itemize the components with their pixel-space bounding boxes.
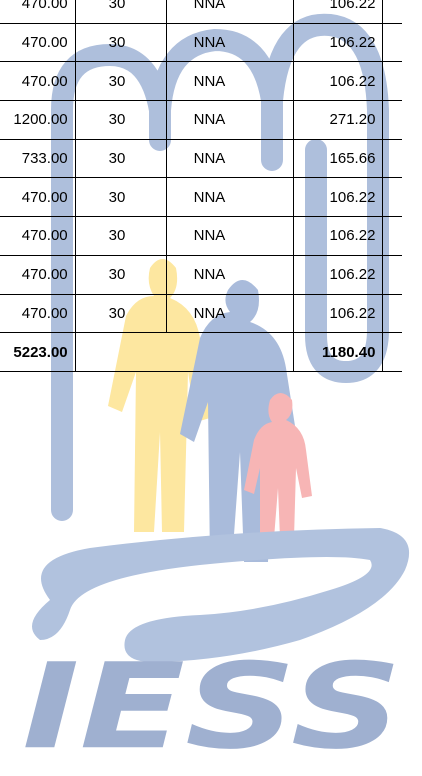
- table-cell: NNA: [166, 23, 293, 62]
- table-cell-edge: [383, 0, 402, 23]
- table-cell: 30: [75, 101, 166, 140]
- table-cell: NNA: [166, 178, 293, 217]
- table-cell: 106.22: [293, 255, 383, 294]
- table-cell: 470.00: [0, 217, 75, 256]
- table-cell: 106.22: [293, 294, 383, 333]
- table-cell: 106.22: [293, 62, 383, 101]
- table-cell-edge: [383, 178, 402, 217]
- table-cell-edge: [383, 217, 402, 256]
- table-cell: NNA: [166, 62, 293, 101]
- table-cell-edge: [383, 255, 402, 294]
- table-cell: NNA: [166, 0, 293, 23]
- table-cell-edge: [383, 333, 402, 372]
- total-cell: 5223.00: [0, 333, 75, 372]
- table-cell: 106.22: [293, 0, 383, 23]
- table-cell: 106.22: [293, 23, 383, 62]
- table-cell: 470.00: [0, 294, 75, 333]
- table-cell: NNA: [166, 294, 293, 333]
- table-cell: NNA: [166, 255, 293, 294]
- table-cell: 30: [75, 62, 166, 101]
- table-cell: 30: [75, 294, 166, 333]
- table-cell: 30: [75, 255, 166, 294]
- table-cell-edge: [383, 62, 402, 101]
- table-cell: 470.00: [0, 178, 75, 217]
- table-cell: 1200.00: [0, 101, 75, 140]
- table-cell-edge: [383, 294, 402, 333]
- table-cell: 106.22: [293, 178, 383, 217]
- table-cell-edge: [383, 23, 402, 62]
- page: IESS 470.0030NNA106.22470.0030NNA106.224…: [0, 0, 422, 776]
- table-cell: 30: [75, 178, 166, 217]
- table-cell: NNA: [166, 139, 293, 178]
- table-cell: 30: [75, 23, 166, 62]
- table-cell-edge: [383, 139, 402, 178]
- table-cell: 470.00: [0, 0, 75, 23]
- table-cell: NNA: [166, 101, 293, 140]
- total-row: 5223.00 1180.40: [0, 333, 402, 372]
- table-cell: 470.00: [0, 62, 75, 101]
- table-cell: 470.00: [0, 23, 75, 62]
- logo-text: IESS: [22, 637, 402, 775]
- table-cell: 30: [75, 217, 166, 256]
- total-gap: [75, 333, 293, 372]
- total-cell: 1180.40: [293, 333, 383, 372]
- table-cell: 106.22: [293, 217, 383, 256]
- table-cell: 733.00: [0, 139, 75, 178]
- table-cell: 271.20: [293, 101, 383, 140]
- table-cell: 30: [75, 139, 166, 178]
- table-cell-edge: [383, 101, 402, 140]
- table-cell: NNA: [166, 217, 293, 256]
- table-cell: 165.66: [293, 139, 383, 178]
- table-cell: 470.00: [0, 255, 75, 294]
- table-cell: 30: [75, 0, 166, 23]
